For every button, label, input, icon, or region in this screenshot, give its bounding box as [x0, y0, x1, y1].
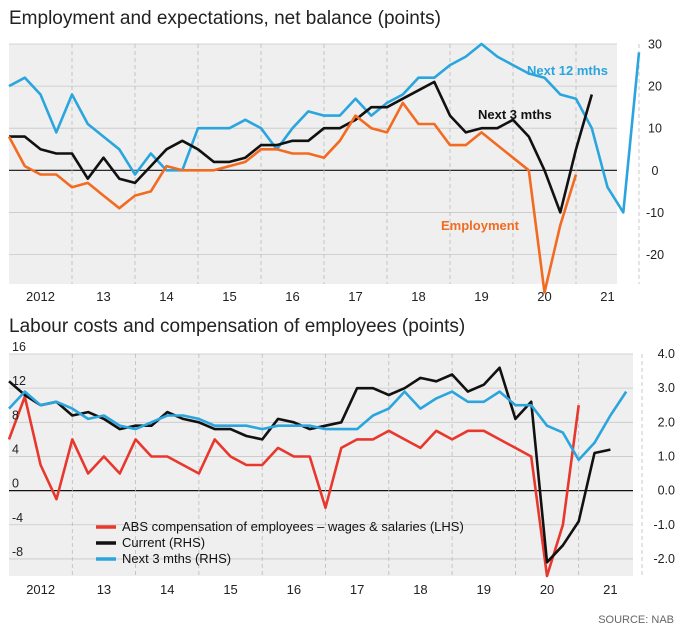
chart1-ytick-10: 10: [648, 122, 662, 136]
chart2-xtick-18: 18: [413, 582, 427, 597]
chart2-xtick-15: 15: [223, 582, 237, 597]
chart1-ytick-30: 30: [648, 38, 662, 52]
series-line-next-3-mths: [9, 80, 594, 214]
chart1-xtick-20: 20: [537, 289, 551, 304]
chart2-xtick-20: 20: [540, 582, 554, 597]
chart2-ytick-rhs-1-0: -1.0: [653, 518, 675, 532]
chart2-ytick-lhs-4: 4: [12, 442, 19, 456]
chart2-ytick-lhs-8: 8: [12, 408, 19, 422]
chart1-plot-area: [9, 44, 617, 284]
chart1-ytick-0: 0: [652, 164, 659, 178]
chart2-series-lines: [7, 366, 628, 578]
chart2-xtick-14: 14: [160, 582, 174, 597]
chart2-x-ticks: 2012 13 14 15 16 17 18 19 20 21: [26, 582, 617, 597]
chart2-xtick-2012: 2012: [26, 582, 55, 597]
series-line-employment: [7, 101, 578, 294]
chart1-series-lines: [7, 42, 641, 294]
chart1-xtick-2012: 2012: [26, 289, 55, 304]
chart2-ytick-rhs-1-0: 1.0: [658, 449, 675, 463]
chart1-xtick-21: 21: [600, 289, 614, 304]
legend-compensation: ABS compensation of employees – wages & …: [122, 519, 464, 534]
legend-current: Current (RHS): [122, 535, 205, 550]
chart1-year-gridlines: [71, 44, 640, 284]
chart2-xtick-16: 16: [287, 582, 301, 597]
chart1-xtick-13: 13: [96, 289, 110, 304]
label-next-3-mths: Next 3 mths: [478, 107, 552, 122]
chart1-xtick-15: 15: [222, 289, 236, 304]
chart2-legend: ABS compensation of employees – wages & …: [96, 519, 464, 566]
chart2-xtick-13: 13: [97, 582, 111, 597]
chart2-ytick-lhs-0: 0: [12, 477, 19, 491]
chart1-xtick-16: 16: [285, 289, 299, 304]
chart1-ytick-20: 20: [648, 80, 662, 94]
chart2-ytick-rhs-0-0: 0.0: [658, 484, 675, 498]
chart1-ytick-10: -10: [646, 206, 664, 220]
chart1-title: Employment and expectations, net balance…: [9, 8, 441, 29]
series-line-abs-compensation-of-employees-wages-salaries-lhs: [7, 395, 580, 578]
chart2-ytick-rhs-2-0: 2.0: [658, 415, 675, 429]
label-employment: Employment: [441, 218, 520, 233]
chart2-ytick-rhs-3-0: 3.0: [658, 381, 675, 395]
chart2-xtick-17: 17: [350, 582, 364, 597]
chart1-xtick-14: 14: [159, 289, 173, 304]
chart1-x-ticks: 2012 13 14 15 16 17 18 19 20 21: [26, 289, 615, 304]
chart2-xtick-19: 19: [477, 582, 491, 597]
chart2-ytick-lhs-16: 16: [12, 340, 26, 354]
chart1-ytick-20: -20: [646, 248, 664, 262]
chart2-y-ticks-lhs: 16 12 8 4 0 -4 -8: [12, 340, 26, 559]
chart2-ytick-lhs-8: -8: [12, 545, 23, 559]
legend-next-3-mths: Next 3 mths (RHS): [122, 551, 231, 566]
chart2-ytick-rhs-4-0: 4.0: [658, 347, 675, 361]
chart2-y-ticks-rhs: 4.0 3.0 2.0 1.0 0.0 -1.0 -2.0: [653, 347, 675, 566]
chart2-title: Labour costs and compensation of employe…: [9, 316, 465, 337]
chart2-ytick-lhs-4: -4: [12, 511, 23, 525]
chart2-xtick-21: 21: [603, 582, 617, 597]
chart1-xtick-19: 19: [474, 289, 488, 304]
label-next-12-mths: Next 12 mths: [527, 63, 608, 78]
chart2-ytick-rhs-2-0: -2.0: [653, 552, 675, 566]
chart1-xtick-18: 18: [411, 289, 425, 304]
series-line-next-3-mths-rhs: [8, 390, 628, 462]
series-line-next-12-mths: [8, 42, 641, 214]
chart1-gridlines: [9, 43, 617, 255]
source-note: SOURCE: NAB: [598, 614, 674, 626]
chart2-ytick-lhs-12: 12: [12, 374, 26, 388]
chart2-year-gridlines: [71, 354, 643, 576]
chart1-xtick-17: 17: [348, 289, 362, 304]
chart1-y-ticks: 30 20 10 0 -10 -20: [646, 38, 664, 263]
